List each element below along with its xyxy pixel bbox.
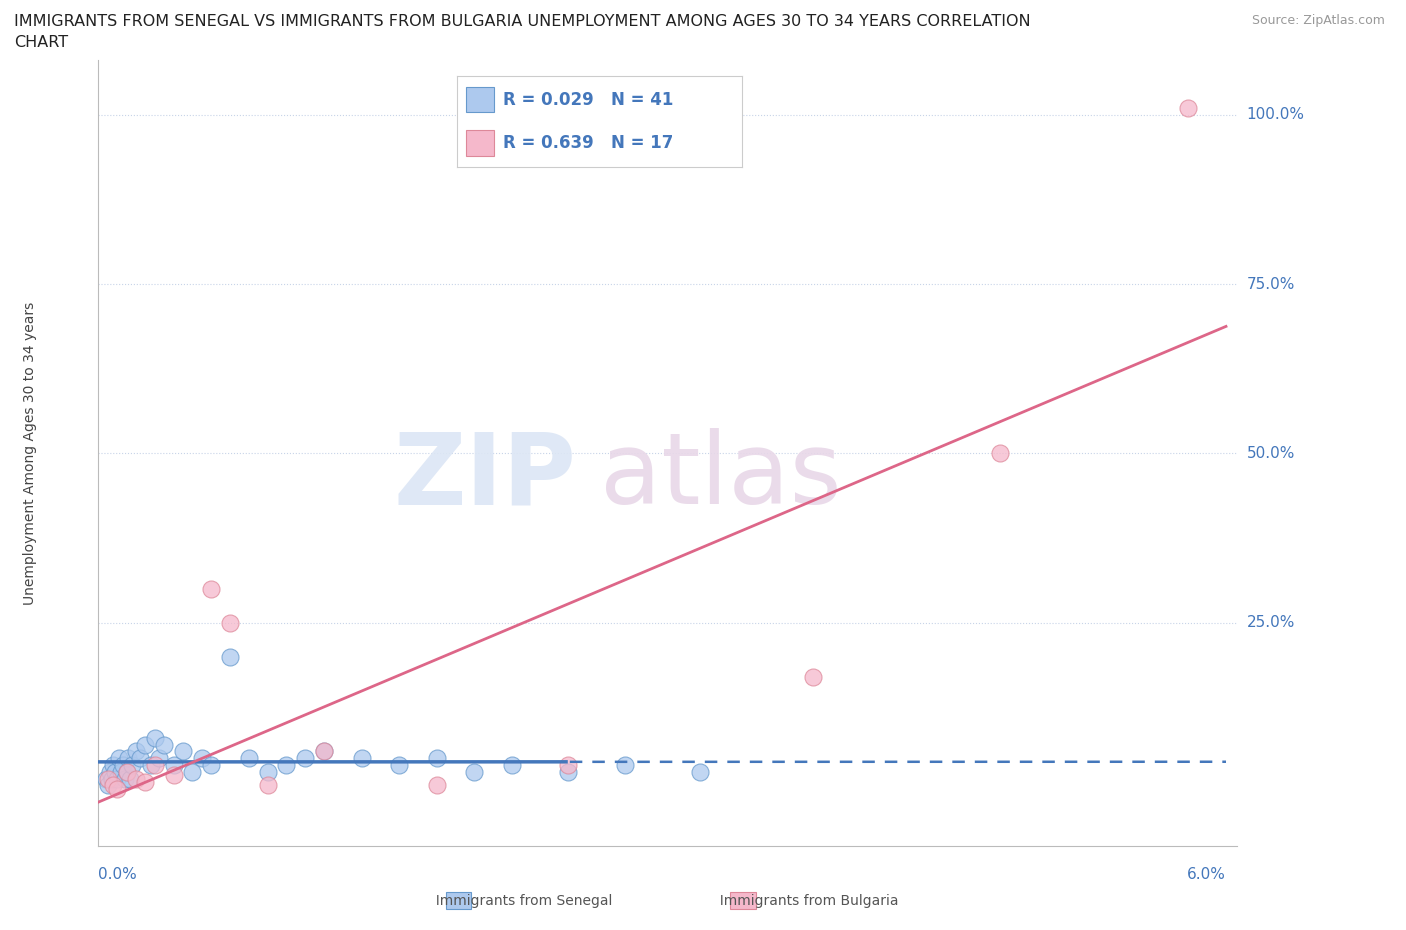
Point <box>103 777 125 792</box>
Point <box>426 777 449 792</box>
Point <box>117 751 139 765</box>
Point <box>121 758 143 773</box>
Bar <box>446 892 471 910</box>
Point <box>97 771 120 786</box>
Point <box>111 758 134 773</box>
Point <box>426 751 449 765</box>
Point <box>238 751 260 765</box>
Point <box>294 751 316 765</box>
Point <box>256 777 278 792</box>
Point <box>105 771 128 786</box>
Point <box>276 758 298 773</box>
Point <box>134 737 156 752</box>
Point <box>139 758 162 773</box>
Point <box>143 730 166 745</box>
Point <box>501 758 523 773</box>
Point <box>98 764 121 779</box>
Point <box>191 751 214 765</box>
Text: 50.0%: 50.0% <box>1247 445 1295 461</box>
Text: Unemployment Among Ages 30 to 34 years: Unemployment Among Ages 30 to 34 years <box>22 301 37 605</box>
Text: Immigrants from Senegal: Immigrants from Senegal <box>427 895 613 909</box>
Point <box>108 751 131 765</box>
Text: 6.0%: 6.0% <box>1187 867 1226 882</box>
Point <box>312 744 335 759</box>
Point <box>125 771 148 786</box>
Point <box>463 764 485 779</box>
Point <box>115 764 138 779</box>
Point <box>613 758 636 773</box>
Point <box>120 771 142 786</box>
Text: 100.0%: 100.0% <box>1247 107 1305 122</box>
Point <box>181 764 204 779</box>
Text: Immigrants from Bulgaria: Immigrants from Bulgaria <box>711 895 898 909</box>
Point <box>148 751 170 765</box>
Point <box>143 758 166 773</box>
Point <box>312 744 335 759</box>
Point <box>557 758 579 773</box>
Point <box>350 751 373 765</box>
Point <box>256 764 278 779</box>
Point <box>94 771 117 786</box>
Point <box>115 764 138 779</box>
Point <box>200 758 222 773</box>
Text: atlas: atlas <box>599 429 841 525</box>
Point <box>97 777 120 792</box>
Point <box>172 744 194 759</box>
Point <box>801 670 824 684</box>
Point <box>388 758 411 773</box>
Point <box>128 751 150 765</box>
Text: 0.0%: 0.0% <box>98 867 138 882</box>
Point <box>1177 100 1199 115</box>
Point <box>219 649 242 664</box>
Point <box>103 758 125 773</box>
Point <box>134 775 156 790</box>
Point <box>104 764 127 779</box>
Text: CHART: CHART <box>14 35 67 50</box>
Point <box>162 768 184 783</box>
Point <box>162 758 184 773</box>
Point <box>219 616 242 631</box>
Point <box>689 764 711 779</box>
Bar <box>731 892 755 910</box>
Point <box>110 764 132 779</box>
Text: IMMIGRANTS FROM SENEGAL VS IMMIGRANTS FROM BULGARIA UNEMPLOYMENT AMONG AGES 30 T: IMMIGRANTS FROM SENEGAL VS IMMIGRANTS FR… <box>14 14 1031 29</box>
Point <box>125 744 148 759</box>
Point <box>105 781 128 796</box>
Point <box>100 771 122 786</box>
Text: 75.0%: 75.0% <box>1247 276 1295 291</box>
Text: ZIP: ZIP <box>394 429 576 525</box>
Point <box>153 737 176 752</box>
Text: Source: ZipAtlas.com: Source: ZipAtlas.com <box>1251 14 1385 27</box>
Point <box>990 446 1012 461</box>
Point <box>200 581 222 596</box>
Point <box>557 764 579 779</box>
Text: 25.0%: 25.0% <box>1247 616 1295 631</box>
Point <box>114 771 136 786</box>
